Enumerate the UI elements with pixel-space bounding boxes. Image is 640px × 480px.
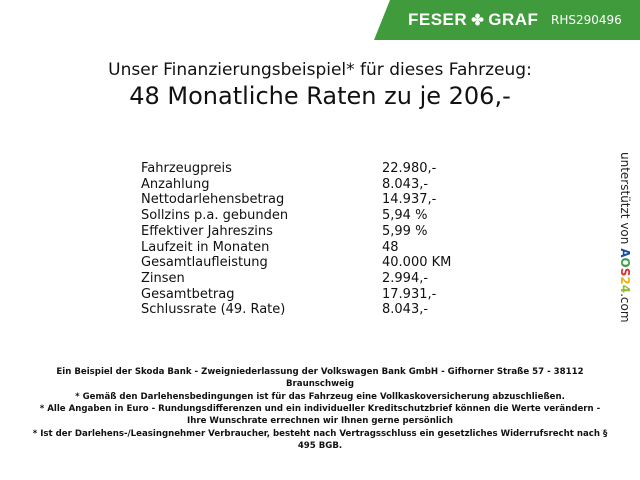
- title-line2: 48 Monatliche Raten zu je 206,-: [129, 82, 511, 110]
- brand-right: GRAF: [488, 10, 539, 29]
- row-value: 17.931,-: [382, 286, 437, 302]
- row-value: 2.994,-: [382, 270, 429, 286]
- title-line1: Unser Finanzierungsbeispiel* für dieses …: [108, 60, 532, 80]
- aos24-logo: AOS24: [618, 248, 632, 294]
- row-value: 5,99 %: [382, 223, 428, 239]
- row-value: 22.980,-: [382, 161, 437, 176]
- supported-by-text: unterstützt von: [618, 152, 632, 245]
- table-row: Zinsen 2.994,-: [141, 271, 451, 287]
- row-label: Gesamtbetrag: [141, 286, 235, 302]
- row-label: Fahrzeugpreis: [141, 161, 232, 176]
- row-value: 8.043,-: [382, 176, 429, 192]
- footer-line: * Gemäß den Darlehensbedingungen ist für…: [75, 391, 565, 402]
- table-row: Sollzins p.a. gebunden 5,94 %: [141, 208, 451, 224]
- table-row: Nettodarlehensbetrag 14.937,-: [141, 192, 451, 208]
- row-value: 48: [382, 239, 399, 255]
- row-label: Zinsen: [141, 270, 185, 286]
- table-row: Fahrzeugpreis 22.980,-: [141, 161, 451, 177]
- row-label: Anzahlung: [141, 176, 210, 192]
- logo-suffix: .com: [618, 293, 632, 323]
- table-row: Effektiver Jahreszins 5,99 %: [141, 224, 451, 240]
- table-row: Schlussrate (49. Rate) 8.043,-: [141, 302, 451, 318]
- clover-icon: ✤: [471, 12, 485, 29]
- dealer-banner: FESER ✤ GRAF RHS290496: [374, 0, 640, 40]
- vehicle-code: RHS290496: [551, 13, 622, 27]
- row-value: 14.937,-: [382, 192, 437, 208]
- footer-line: * Alle Angaben in Euro - Rundungsdiffere…: [39, 404, 601, 426]
- row-label: Laufzeit in Monaten: [141, 239, 270, 255]
- table-row: Anzahlung 8.043,-: [141, 177, 451, 193]
- finance-table: Fahrzeugpreis 22.980,- Anzahlung 8.043,- N…: [141, 161, 451, 318]
- table-row: Gesamtbetrag 17.931,-: [141, 287, 451, 303]
- row-value: 5,94 %: [382, 208, 428, 224]
- row-label: Nettodarlehensbetrag: [141, 192, 285, 208]
- row-label: Gesamtlaufleistung: [141, 255, 268, 271]
- row-label: Sollzins p.a. gebunden: [141, 208, 289, 224]
- footer-line: * Ist der Darlehens-/Leasingnehmer Verbr…: [32, 428, 608, 451]
- table-row: Gesamtlaufleistung 40.000 KM: [141, 255, 451, 271]
- row-label: Schlussrate (49. Rate): [141, 302, 286, 318]
- legal-footer: Ein Beispiel der Skoda Bank - Zweigniede…: [30, 366, 610, 452]
- supported-by: unterstützt von AOS24.com: [618, 152, 632, 323]
- table-row: Laufzeit in Monaten 48: [141, 240, 451, 256]
- dealer-logo: FESER ✤ GRAF: [408, 10, 538, 30]
- footer-line: Ein Beispiel der Skoda Bank - Zweigniede…: [56, 367, 584, 389]
- row-label: Effektiver Jahreszins: [141, 223, 273, 239]
- row-value: 8.043,-: [382, 302, 429, 318]
- row-value: 40.000 KM: [382, 255, 452, 271]
- brand-left: FESER: [408, 10, 468, 29]
